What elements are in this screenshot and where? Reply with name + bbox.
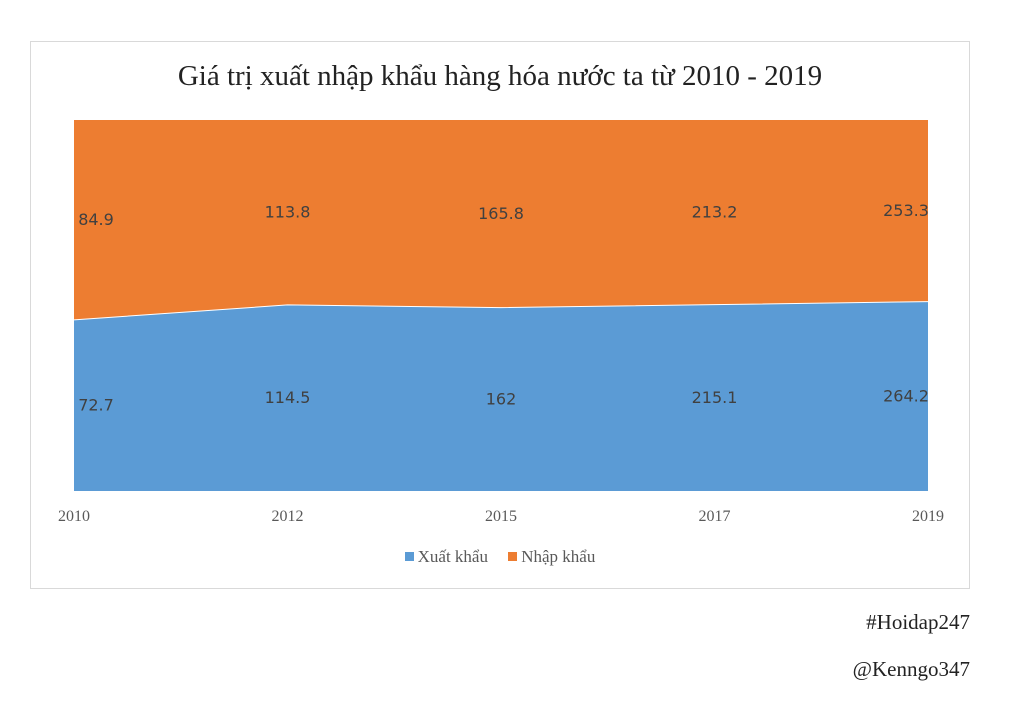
legend-item-export: Xuất khẩu xyxy=(404,546,488,567)
legend: Xuất khẩu Nhập khẩu xyxy=(31,546,969,567)
watermark-handle: @Kenngo347 xyxy=(852,657,970,681)
data-label-import: 84.9 xyxy=(78,210,114,229)
legend-label-export: Xuất khẩu xyxy=(417,546,488,566)
data-label-import: 253.3 xyxy=(883,201,929,220)
x-tick-label: 2015 xyxy=(485,508,517,525)
chart-title: Giá trị xuất nhập khẩu hàng hóa nước ta … xyxy=(177,60,823,92)
chart-frame: Giá trị xuất nhập khẩu hàng hóa nước ta … xyxy=(30,41,970,589)
x-tick-label: 2017 xyxy=(699,508,731,525)
area-boundary xyxy=(73,301,929,321)
legend-label-import: Nhập khẩu xyxy=(521,546,596,566)
data-label-export: 72.7 xyxy=(78,395,114,414)
x-tick-label: 2019 xyxy=(912,508,944,525)
legend-item-import: Nhập khẩu xyxy=(508,547,595,567)
area-export xyxy=(74,301,928,491)
data-label-import: 165.8 xyxy=(478,204,524,223)
data-label-import: 113.8 xyxy=(265,202,311,221)
data-label-export: 264.2 xyxy=(883,386,929,405)
watermark-hashtag: #Hoidap247 xyxy=(866,610,970,634)
data-label-import: 213.2 xyxy=(692,202,738,221)
x-tick-label: 2010 xyxy=(58,508,90,525)
data-label-export: 162 xyxy=(486,389,517,408)
legend-swatch-import xyxy=(508,552,518,561)
area-chart: 84.9 72.7 2010 113.8 114.5 2012 165.8 162 2015 21… xyxy=(58,120,944,525)
legend-swatch-export xyxy=(404,552,414,561)
x-tick-label: 2012 xyxy=(272,508,304,525)
area-import xyxy=(74,120,928,320)
data-label-export: 114.5 xyxy=(265,388,311,407)
data-label-export: 215.1 xyxy=(692,388,738,407)
